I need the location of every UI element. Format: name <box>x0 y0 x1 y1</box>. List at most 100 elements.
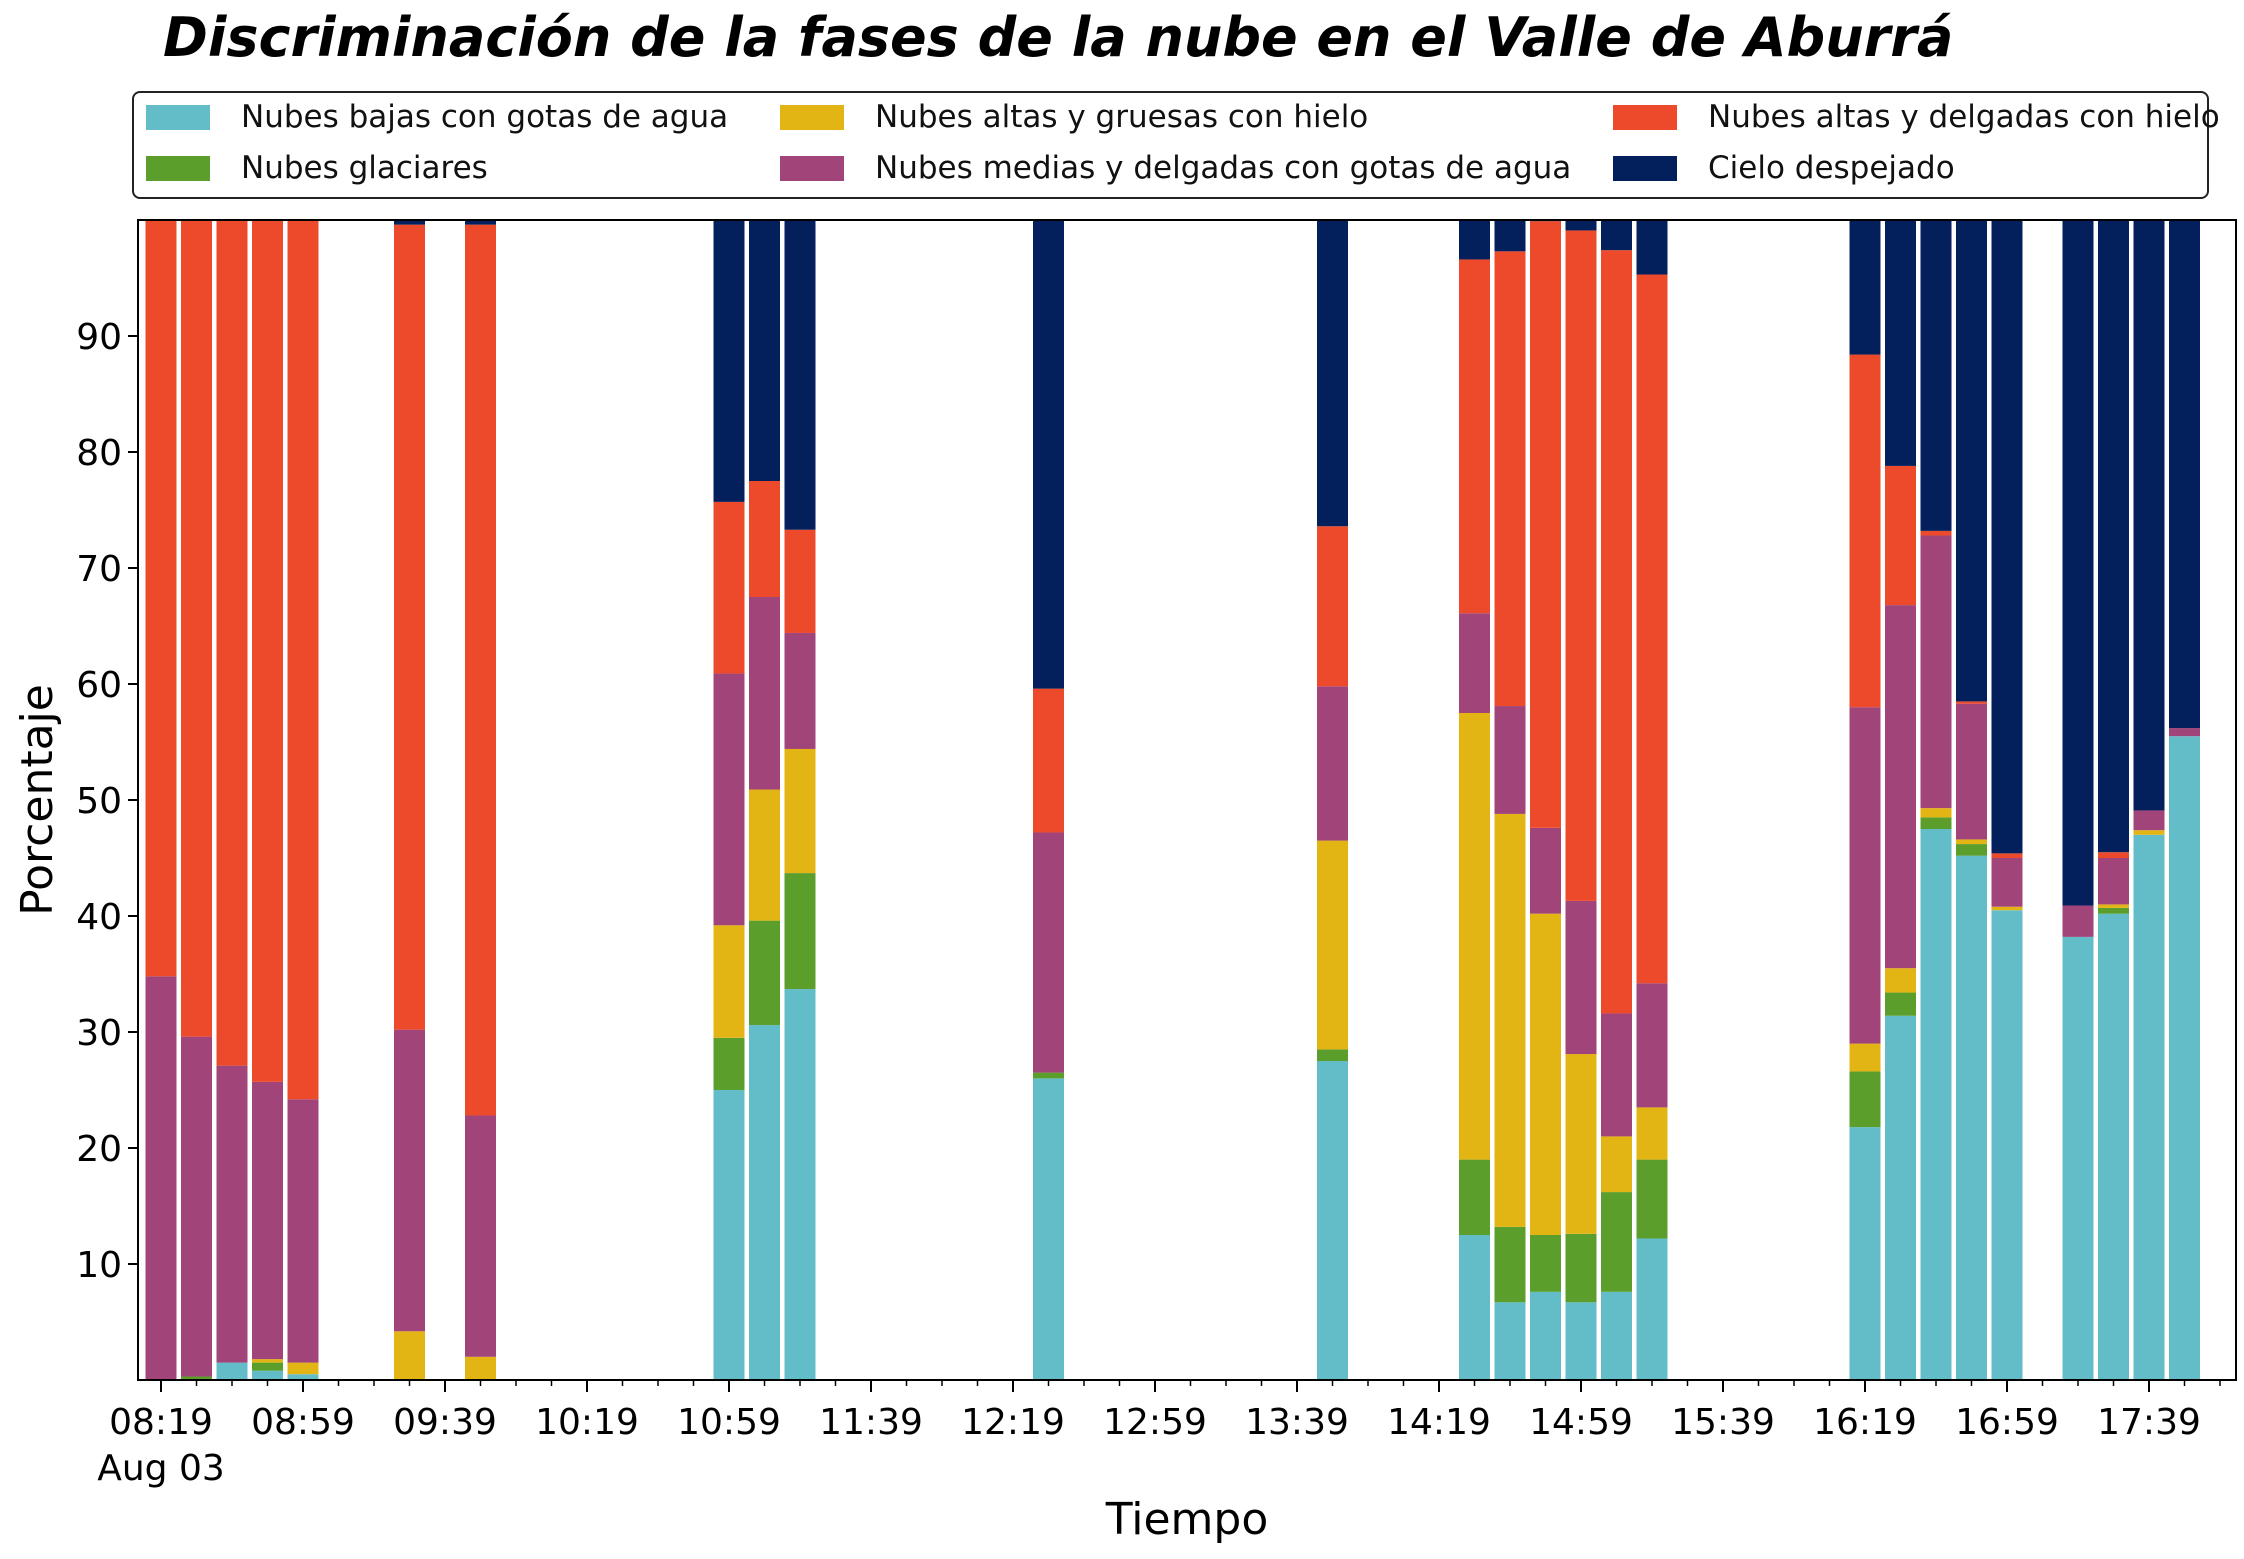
bar-segment <box>2169 736 2200 1380</box>
bars-layer <box>145 220 2200 1380</box>
legend-item-altas-gruesas: Nubes altas y gruesas con hielo <box>780 99 1368 135</box>
bar-segment <box>2169 220 2200 729</box>
bar-segment <box>1991 906 2023 911</box>
bar-segment <box>1636 1159 1668 1239</box>
legend-label-altas-delgadas: Nubes altas y delgadas con hielo <box>1708 99 2220 135</box>
bar-segment <box>713 501 745 674</box>
bar-segment <box>713 220 745 502</box>
bar-segment <box>2098 852 2129 858</box>
bar-segment <box>1601 220 1632 251</box>
bar-segment <box>1530 827 1561 914</box>
bar-segment <box>749 1025 780 1380</box>
bar-segment <box>1033 220 1064 689</box>
x-axis: 08:19 08:59 09:39 10:19 10:59 11:39 12:19 12:59… <box>109 1380 2221 1443</box>
bar-segment <box>784 989 816 1380</box>
legend-swatch-despejado <box>1613 155 1677 181</box>
bar-segment <box>1885 992 1916 1016</box>
x-tick-label: 14:59 <box>1529 1402 1633 1443</box>
x-tick-label: 15:39 <box>1671 1402 1775 1443</box>
bar-segment <box>2098 907 2129 914</box>
bar-segment <box>1033 1072 1064 1079</box>
bar-segment <box>1636 220 1668 275</box>
bar-segment <box>2062 220 2094 906</box>
bar-segment <box>465 224 496 1116</box>
x-tick-label: 17:39 <box>2097 1402 2201 1443</box>
y-tick-label: 30 <box>76 1013 122 1054</box>
bar-segment <box>1494 1226 1526 1303</box>
bar-segment <box>784 873 816 990</box>
bar-segment <box>1920 220 1952 531</box>
bar-segment <box>1956 844 1987 856</box>
legend-item-despejado: Cielo despejado <box>1613 150 1955 186</box>
bar-segment <box>784 529 816 633</box>
bar-segment <box>1956 701 1987 704</box>
bar-segment <box>2098 913 2129 1380</box>
bar-segment <box>1920 808 1952 818</box>
bar-segment <box>1920 535 1952 809</box>
bar-segment <box>713 1090 745 1380</box>
x-tick-label: 14:19 <box>1387 1402 1491 1443</box>
bar-segment <box>1849 354 1881 708</box>
bar-segment <box>1885 968 1916 993</box>
bar-segment <box>1565 1233 1597 1303</box>
x-tick-label: 09:39 <box>393 1402 497 1443</box>
legend-item-bajas: Nubes bajas con gotas de agua <box>146 99 728 135</box>
bar-segment <box>1849 1127 1881 1380</box>
bar-segment <box>1885 1015 1916 1380</box>
bar-segment <box>1565 230 1597 901</box>
bar-segment <box>1565 220 1597 231</box>
bar-segment <box>2062 936 2094 1380</box>
bar-segment <box>287 220 319 1100</box>
bar-segment <box>287 1362 319 1375</box>
bar-segment <box>1317 686 1348 841</box>
bar-segment <box>465 1356 496 1380</box>
bar-segment <box>2133 220 2165 811</box>
y-axis: 10 20 30 40 50 60 70 80 90 <box>76 317 138 1286</box>
bar-segment <box>1920 530 1952 536</box>
bar-segment <box>1033 1078 1064 1380</box>
bar-segment <box>713 925 745 1038</box>
legend-swatch-bajas <box>146 104 210 130</box>
bar-segment <box>145 976 177 1380</box>
chart-legend: Nubes bajas con gotas de agua Nubes glac… <box>132 91 2220 199</box>
x-tick-label: 12:19 <box>961 1402 1065 1443</box>
y-tick-label: 40 <box>76 897 122 938</box>
bar-segment <box>1636 1107 1668 1160</box>
bar-segment <box>749 789 780 921</box>
legend-swatch-glaciares <box>146 155 210 181</box>
chart-title: Discriminación de la fases de la nube en… <box>163 6 1954 69</box>
bar-segment <box>1849 1043 1881 1072</box>
bar-segment <box>2098 904 2129 908</box>
bar-segment <box>145 220 177 977</box>
bar-segment <box>465 1115 496 1357</box>
x-tick-label: 10:59 <box>677 1402 781 1443</box>
bar-segment <box>1601 1291 1632 1380</box>
bar-segment <box>1991 220 2023 854</box>
bar-segment <box>2133 830 2165 835</box>
bar-segment <box>749 220 780 481</box>
y-tick-label: 10 <box>76 1245 122 1286</box>
legend-label-medias-delgadas: Nubes medias y delgadas con gotas de agu… <box>875 150 1572 186</box>
bar-segment <box>2133 810 2165 831</box>
bar-segment <box>1601 1013 1632 1137</box>
bar-segment <box>216 1362 248 1380</box>
x-tick-label: 16:19 <box>1813 1402 1917 1443</box>
bar-segment <box>1920 817 1952 829</box>
bar-segment <box>749 597 780 790</box>
bar-segment <box>1956 839 1987 845</box>
bar-segment <box>394 224 425 1030</box>
legend-label-altas-gruesas: Nubes altas y gruesas con hielo <box>875 99 1369 135</box>
y-tick-label: 80 <box>76 433 122 474</box>
bar-segment <box>1956 703 1987 840</box>
bar-segment <box>1530 913 1561 1235</box>
bar-segment <box>1317 220 1348 527</box>
bar-segment <box>713 1037 745 1090</box>
bar-segment <box>1494 251 1526 707</box>
legend-swatch-altas-gruesas <box>780 104 844 130</box>
bar-segment <box>1991 858 2023 907</box>
bar-segment <box>1885 605 1916 969</box>
bar-segment <box>181 220 212 1037</box>
bar-segment <box>216 220 248 1066</box>
bar-segment <box>2169 728 2200 737</box>
bar-segment <box>1601 1192 1632 1292</box>
